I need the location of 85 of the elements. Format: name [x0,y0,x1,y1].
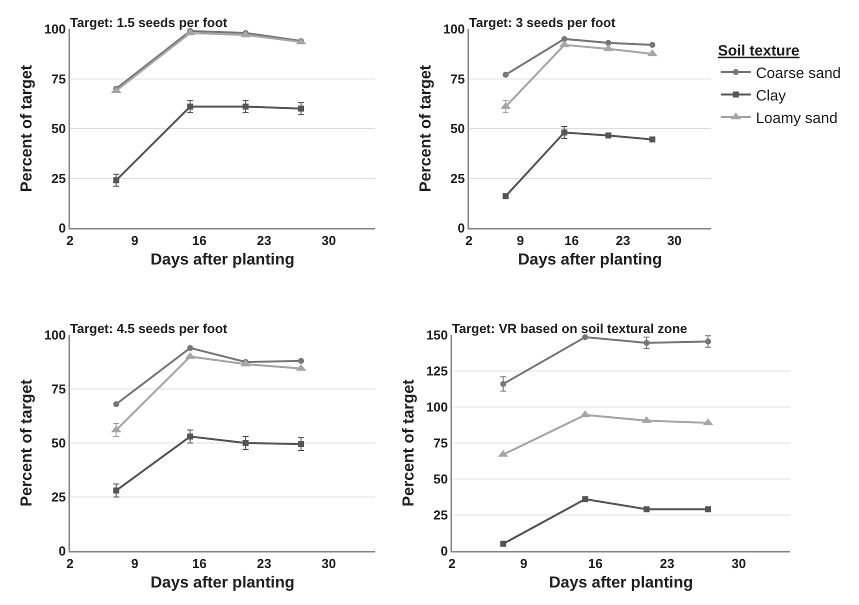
y-tick-label: 100 [44,328,66,343]
x-tick-label: 30 [322,233,336,248]
x-tick-label: 2 [465,233,473,248]
y-tick-label: 50 [51,121,66,136]
y-tick-label: 75 [450,71,465,86]
chart-title: Target: VR based on soil textural zone [452,321,688,336]
point [561,36,568,42]
legend-title: Soil texture [718,42,800,60]
x-tick-label: 9 [520,556,528,572]
y-tick-label: 25 [433,508,448,523]
y-tick-label: 0 [58,220,66,236]
y-tick-label: 0 [58,544,66,559]
point [705,338,712,344]
point [242,104,249,110]
x-tick-label: 9 [131,556,138,572]
y-tick-label: 150 [426,328,448,343]
point [644,340,650,346]
y-tick-label: 50 [450,121,465,136]
chart-title: Target: 3 seeds per foot [469,15,616,30]
y-tick-label: 0 [458,220,465,236]
point [113,401,120,408]
y-tick-label: 75 [433,436,448,451]
y-tick-label: 50 [433,472,448,487]
x-tick-label: 16 [192,556,207,572]
y-axis-title: Percent of target [417,64,434,192]
x-axis-title: Days after planting [150,574,295,592]
point [582,334,588,340]
point [242,440,249,446]
x-tick-label: 2 [66,233,74,248]
y-tick-label: 75 [51,382,66,397]
chart-title: Target: 4.5 seeds per foot [70,321,228,336]
x-axis-title: Days after planting [548,574,694,592]
point [500,540,506,547]
legend-label: Clay [756,87,786,104]
point [605,40,612,46]
y-tick-label: 0 [440,544,448,559]
x-tick-label: 30 [322,556,336,572]
x-tick-label: 2 [448,556,456,572]
y-tick-label: 25 [450,170,465,186]
x-tick-label: 30 [667,233,682,248]
point [649,42,656,48]
chart-title: Target: 1.5 seeds per foot [70,15,228,30]
point [500,380,506,387]
y-tick-label: 50 [51,436,66,451]
point [502,72,509,78]
y-tick-label: 125 [426,364,448,379]
y-tick-label: 25 [51,490,66,505]
y-tick-label: 100 [426,400,448,415]
point [644,506,650,512]
y-tick-label: 100 [44,22,66,37]
point [605,132,612,138]
point [187,434,194,440]
x-tick-label: 30 [732,556,746,572]
x-tick-label: 23 [256,556,272,572]
point [298,441,304,448]
legend-label: Loamy sand [756,110,838,127]
x-tick-label: 16 [588,556,603,572]
point [561,129,568,136]
point [187,344,194,351]
point [649,136,656,142]
x-tick-label: 16 [564,233,579,248]
point [298,358,304,364]
legend-label: Coarse sand [756,64,841,82]
x-tick-label: 23 [616,233,630,248]
x-axis-title: Days after planting [518,252,662,269]
y-tick-label: 100 [443,22,465,37]
y-axis-title: Percent of target [400,378,418,507]
x-tick-label: 16 [192,233,207,248]
y-axis-title: Percent of target [18,378,36,507]
x-tick-label: 23 [256,233,272,248]
y-tick-label: 25 [51,170,66,186]
point [113,488,120,494]
point [705,506,712,512]
y-tick-label: 75 [51,71,66,86]
point [187,104,194,110]
x-axis-title: Days after planting [150,252,295,269]
y-axis-title: Percent of target [18,64,36,192]
x-tick-label: 9 [131,233,138,248]
point [298,106,304,112]
point [582,496,588,502]
point [502,193,509,200]
x-tick-label: 23 [660,556,674,572]
x-tick-label: 2 [66,556,74,572]
x-tick-label: 9 [516,233,524,248]
point [113,177,120,184]
